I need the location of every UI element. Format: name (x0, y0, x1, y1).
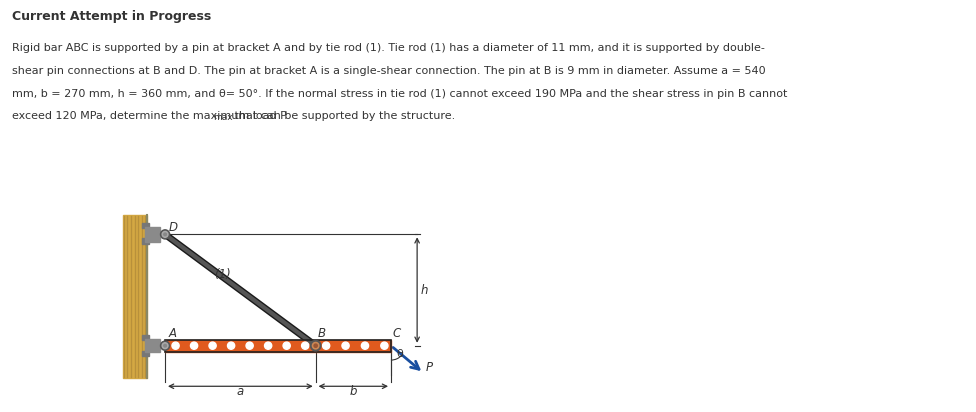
Circle shape (314, 344, 317, 347)
Circle shape (302, 342, 308, 349)
Circle shape (246, 342, 253, 349)
Circle shape (264, 342, 271, 349)
Bar (142, 238, 149, 243)
Circle shape (283, 342, 290, 349)
Bar (145, 227, 160, 242)
Circle shape (162, 343, 168, 349)
Circle shape (190, 342, 198, 349)
Circle shape (160, 230, 170, 239)
Text: C: C (393, 327, 401, 340)
Text: b: b (349, 386, 357, 398)
Circle shape (312, 342, 319, 349)
Bar (145, 339, 160, 352)
Circle shape (162, 232, 168, 237)
Text: max: max (213, 113, 233, 122)
Text: that can be supported by the structure.: that can be supported by the structure. (231, 111, 456, 121)
Text: D: D (168, 221, 178, 234)
Text: P: P (427, 361, 433, 374)
Circle shape (310, 340, 321, 351)
Text: h: h (421, 283, 428, 297)
Circle shape (227, 342, 234, 349)
Text: a: a (237, 386, 244, 398)
Circle shape (322, 342, 330, 349)
Text: Rigid bar ABC is supported by a pin at bracket A and by tie rod (1). Tie rod (1): Rigid bar ABC is supported by a pin at b… (12, 43, 764, 53)
Text: Current Attempt in Progress: Current Attempt in Progress (12, 10, 211, 23)
Circle shape (172, 342, 180, 349)
Bar (142, 351, 149, 356)
Circle shape (164, 344, 166, 347)
Bar (165, 340, 391, 351)
Circle shape (342, 342, 349, 349)
Circle shape (361, 342, 369, 349)
Text: shear pin connections at B and D. The pin at bracket A is a single-shear connect: shear pin connections at B and D. The pi… (12, 66, 765, 76)
Bar (123, 215, 146, 378)
Bar (142, 222, 149, 228)
Circle shape (209, 342, 217, 349)
Bar (165, 340, 391, 351)
Circle shape (160, 341, 170, 350)
Circle shape (381, 342, 388, 349)
Text: mm, b = 270 mm, h = 360 mm, and θ= 50°. If the normal stress in tie rod (1) cann: mm, b = 270 mm, h = 360 mm, and θ= 50°. … (12, 89, 787, 98)
Text: exceed 120 MPa, determine the maximum load P: exceed 120 MPa, determine the maximum lo… (12, 111, 287, 121)
Text: A: A (168, 327, 177, 340)
Circle shape (164, 233, 166, 236)
Text: B: B (317, 327, 326, 340)
Bar (142, 335, 149, 340)
Text: (1): (1) (214, 268, 231, 281)
Text: θ: θ (396, 349, 403, 359)
